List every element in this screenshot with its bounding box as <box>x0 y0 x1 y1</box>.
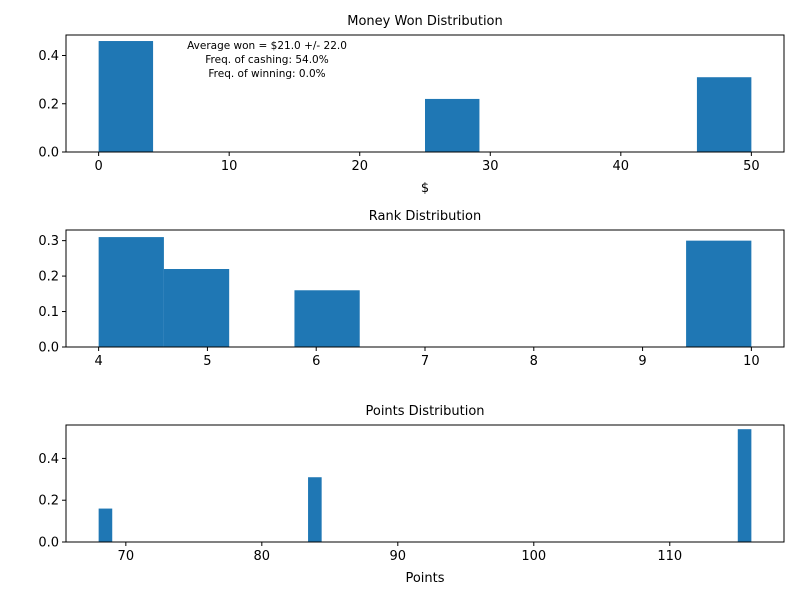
money-won-xtick-label: 20 <box>351 159 368 174</box>
points-xtick-label: 90 <box>390 549 407 564</box>
points-xlabel: Points <box>405 571 444 586</box>
money-won-ytick-label: 0.4 <box>38 49 59 64</box>
money-won-axes-frame <box>65 34 785 153</box>
rank-ytick-label: 0.3 <box>38 234 59 249</box>
money-won-xtick-label: 30 <box>482 159 499 174</box>
points-bar-0 <box>98 508 113 542</box>
points-bar-1 <box>308 477 322 542</box>
money-won-bar-2 <box>696 77 752 152</box>
rank-ytick-label: 0.2 <box>38 270 59 285</box>
money-won-xtick-label: 0 <box>94 159 102 174</box>
money-won-xlabel: $ <box>421 181 429 196</box>
rank-panel: 4 5 6 7 8 9 10 0.0 0.1 0.2 0.3 Rank Distribution <box>38 209 785 369</box>
rank-xtick-label: 7 <box>421 354 429 369</box>
rank-xtick-label: 5 <box>203 354 211 369</box>
points-panel: 70 80 90 100 110 0.0 0.2 0.4 Points Distribution… <box>38 404 785 586</box>
points-xtick-label: 80 <box>254 549 271 564</box>
rank-bar-0 <box>98 237 164 347</box>
points-ytick-label: 0.2 <box>38 494 59 509</box>
rank-bar-2 <box>294 290 360 347</box>
money-won-bar-0 <box>98 41 154 152</box>
money-won-stats-line: Freq. of cashing: 54.0% <box>205 54 328 66</box>
rank-bar-1 <box>163 269 230 347</box>
rank-ytick-label: 0.1 <box>38 305 59 320</box>
money-won-title: Money Won Distribution <box>347 14 503 29</box>
rank-title: Rank Distribution <box>369 209 481 224</box>
money-won-ytick-label: 0.0 <box>38 146 59 161</box>
money-won-xtick-label: 50 <box>743 159 760 174</box>
points-title: Points Distribution <box>365 404 484 419</box>
money-won-xtick-label: 10 <box>221 159 238 174</box>
points-xtick-label: 100 <box>521 549 546 564</box>
money-won-ytick-label: 0.2 <box>38 97 59 112</box>
points-bar-2 <box>737 429 752 542</box>
points-ytick-label: 0.0 <box>38 536 59 551</box>
money-won-xtick-label: 40 <box>613 159 630 174</box>
money-won-stats-line: Average won = $21.0 +/- 22.0 <box>187 40 347 52</box>
points-axes-frame <box>65 424 785 543</box>
rank-xtick-label: 10 <box>743 354 760 369</box>
money-won-bar-1 <box>425 98 480 152</box>
money-won-stats-line: Freq. of winning: 0.0% <box>208 68 325 80</box>
points-ytick-label: 0.4 <box>38 452 59 467</box>
points-xtick-label: 70 <box>118 549 135 564</box>
rank-ytick-label: 0.0 <box>38 341 59 356</box>
rank-xtick-label: 4 <box>94 354 102 369</box>
rank-xtick-label: 8 <box>530 354 538 369</box>
points-xtick-label: 110 <box>657 549 682 564</box>
rank-xtick-label: 6 <box>312 354 320 369</box>
rank-bar-3 <box>686 240 752 347</box>
money-won-panel: 0 10 20 30 40 50 0.0 0.2 0.4 Money Won Distributi… <box>38 14 785 196</box>
rank-xtick-label: 9 <box>638 354 646 369</box>
